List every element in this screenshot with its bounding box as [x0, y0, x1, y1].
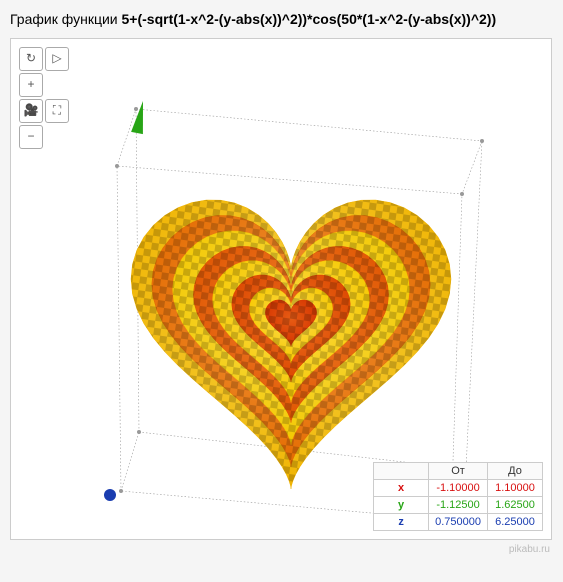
camera-button[interactable]: 🎥	[19, 99, 43, 123]
play-button[interactable]: ▷	[45, 47, 69, 71]
toolbar: ↻ ▷ + 🎥 ⛶ −	[19, 47, 71, 151]
range-to[interactable]: 1.62500	[488, 496, 543, 513]
range-axis-label: z	[374, 513, 429, 530]
watermark: pikabu.ru	[10, 544, 550, 555]
plot-container: ↻ ▷ + 🎥 ⛶ − От До x-1.100001.10000y-1.12…	[10, 38, 552, 540]
zoom-out-button[interactable]: −	[19, 125, 43, 149]
range-header-to: До	[488, 462, 543, 479]
page-title: График функции 5+(-sqrt(1-x^2-(y-abs(x))…	[10, 10, 553, 30]
range-header-row: От До	[374, 462, 543, 479]
range-to[interactable]: 6.25000	[488, 513, 543, 530]
range-to[interactable]: 1.10000	[488, 479, 543, 496]
range-header-blank	[374, 462, 429, 479]
range-table: От До x-1.100001.10000y-1.125001.62500z0…	[373, 462, 543, 531]
range-from[interactable]: 0.750000	[429, 513, 488, 530]
range-row: z0.7500006.25000	[374, 513, 543, 530]
title-formula: 5+(-sqrt(1-x^2-(y-abs(x))^2))*cos(50*(1-…	[122, 11, 497, 27]
range-from[interactable]: -1.10000	[429, 479, 488, 496]
zoom-in-button[interactable]: +	[19, 73, 43, 97]
title-prefix: График функции	[10, 11, 122, 27]
range-axis-label: x	[374, 479, 429, 496]
range-row: x-1.100001.10000	[374, 479, 543, 496]
expand-button[interactable]: ⛶	[45, 99, 69, 123]
range-from[interactable]: -1.12500	[429, 496, 488, 513]
range-row: y-1.125001.62500	[374, 496, 543, 513]
range-header-from: От	[429, 462, 488, 479]
range-axis-label: y	[374, 496, 429, 513]
refresh-button[interactable]: ↻	[19, 47, 43, 71]
